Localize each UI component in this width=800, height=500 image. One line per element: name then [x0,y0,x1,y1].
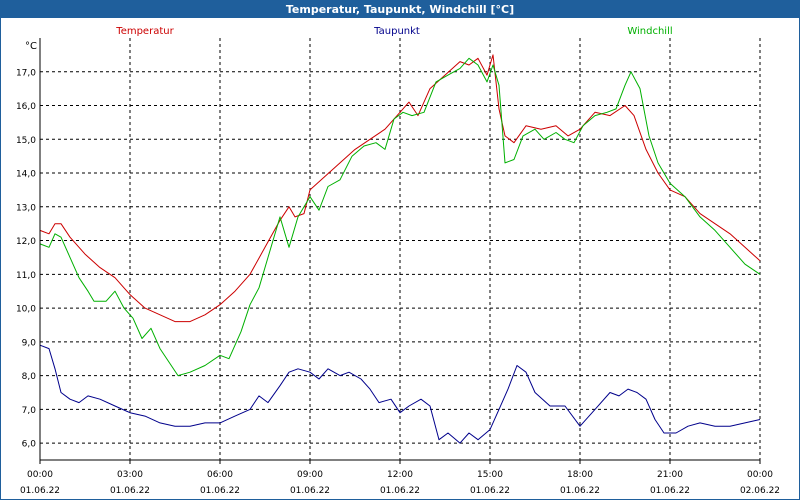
x-tick-date-label: 01.06.22 [560,486,600,496]
x-tick-time-label: 00:00 [27,470,53,480]
y-tick-label: 8,0 [22,372,37,382]
x-tick-labels: 00:00 01.06.22 03:00 01.06.22 06:00 01.06.22 0… [20,470,780,496]
x-tick-date-label: 02.06.22 [740,486,780,496]
y-tick-label: 12,0 [16,237,36,247]
x-tick-time-label: 09:00 [297,470,323,480]
axes [39,38,761,464]
y-tick-label: 13,0 [16,203,36,213]
x-tick-time-label: 06:00 [207,470,233,480]
x-tick-date-label: 01.06.22 [20,486,60,496]
y-tick-label: 10,0 [16,305,36,315]
legend-taupunkt: Taupunkt [373,26,420,37]
grid-lines [40,38,761,460]
y-tick-labels: 6,0 7,0 8,0 9,0 10,0 11,0 12,0 13,0 14,0 15,0 16,0… [16,68,36,449]
series-line-windchill [39,57,761,377]
y-tick-label: 16,0 [16,102,36,112]
series-line-temperatur [39,54,761,323]
y-tick-label: 11,0 [16,271,36,281]
y-tick-label: 7,0 [22,406,37,416]
legend-windchill: Windchill [627,26,672,37]
chart-title: Temperatur, Taupunkt, Windchill [°C] [1,1,799,18]
legend-temperatur: Temperatur [115,26,174,37]
x-tick-date-label: 01.06.22 [380,486,420,496]
y-tick-label: 17,0 [16,68,36,78]
series-line-taupunkt [39,344,761,444]
y-axis-unit-label: °C [25,41,37,52]
x-tick-time-label: 21:00 [657,470,683,480]
x-tick-time-label: 03:00 [117,470,143,480]
x-tick-time-label: 00:00 [747,470,773,480]
x-tick-time-label: 12:00 [387,470,413,480]
y-tick-label: 15,0 [16,136,36,146]
x-tick-date-label: 01.06.22 [110,486,150,496]
legend: Temperatur Taupunkt Windchill [115,26,672,37]
x-tick-date-label: 01.06.22 [650,486,690,496]
x-tick-date-label: 01.06.22 [290,486,330,496]
x-tick-date-label: 01.06.22 [470,486,510,496]
x-tick-time-label: 15:00 [477,470,503,480]
y-tick-label: 9,0 [22,338,37,348]
x-tick-date-label: 01.06.22 [200,486,240,496]
y-tick-label: 14,0 [16,170,36,180]
series-lines [39,54,761,444]
y-tick-label: 6,0 [22,440,37,450]
x-tick-time-label: 18:00 [567,470,593,480]
